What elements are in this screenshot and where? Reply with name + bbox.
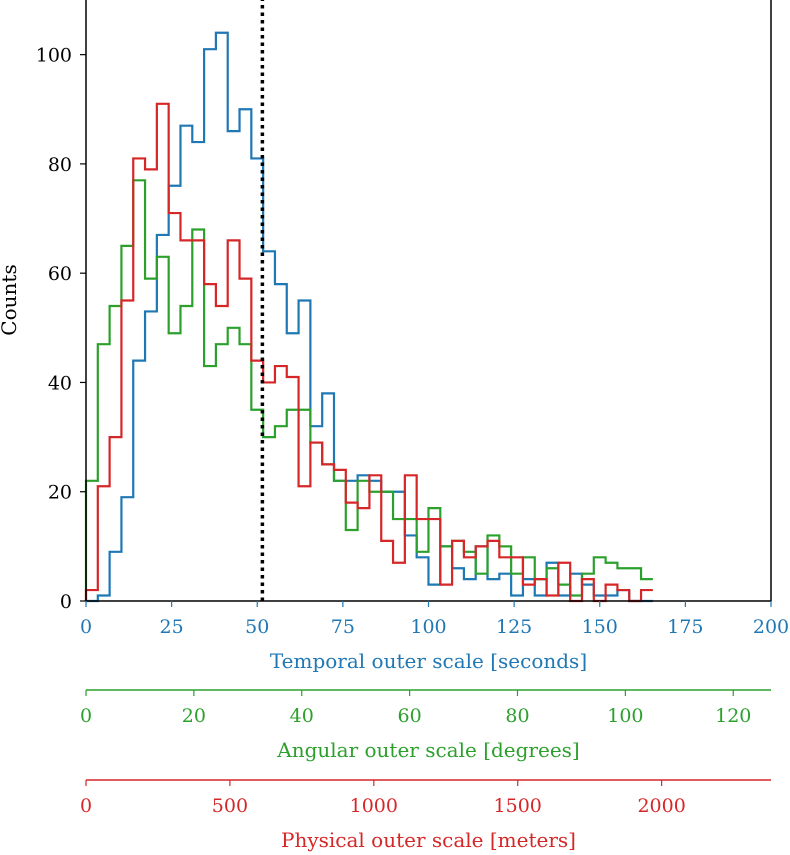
y-axis: 0 20 40 60 80 100 [36, 45, 86, 613]
y-tick-label: 60 [48, 263, 72, 285]
y-tick-label: 20 [48, 482, 72, 504]
axis-temporal-label: Temporal outer scale [seconds] [270, 649, 587, 673]
axis-angular-tick-label: 60 [398, 705, 422, 727]
axis-angular-tick-label: 0 [80, 705, 92, 727]
axis-angular-tick-label: 100 [607, 705, 643, 727]
y-tick-label: 80 [48, 154, 72, 176]
axis-angular-label: Angular outer scale [degrees] [276, 738, 579, 762]
series-physical-histogram [84, 102, 653, 603]
axis-physical-tick-label: 1500 [494, 795, 542, 817]
axis-physical-tick-label: 500 [212, 795, 248, 817]
series-temporal-histogram [86, 31, 653, 603]
axis-temporal-tick-label: 0 [80, 616, 92, 638]
y-tick-label: 0 [60, 591, 72, 613]
axis-angular-tick-label: 120 [715, 705, 751, 727]
axis-angular-tick-label: 20 [182, 705, 206, 727]
series-angular-histogram [84, 179, 653, 601]
axis-temporal-tick-label: 150 [582, 616, 618, 638]
axis-angular-tick-label: 40 [290, 705, 314, 727]
axis-physical-label: Physical outer scale [meters] [281, 828, 576, 852]
axis-physical-tick-label: 1000 [350, 795, 398, 817]
axis-temporal-tick-label: 100 [410, 616, 446, 638]
y-tick-label: 40 [48, 372, 72, 394]
axis-physical-tick-label: 2000 [637, 795, 685, 817]
axis-temporal-tick-label: 175 [667, 616, 703, 638]
axis-temporal-tick-label: 200 [753, 616, 789, 638]
axis-temporal-tick-label: 50 [245, 616, 269, 638]
axis-physical-tick-label: 0 [80, 795, 92, 817]
axis-temporal-tick-label: 25 [160, 616, 184, 638]
axis-temporal-tick-label: 125 [496, 616, 532, 638]
histogram-series-group [84, 31, 653, 603]
y-tick-label: 100 [36, 45, 72, 67]
axis-angular-tick-label: 80 [505, 705, 529, 727]
axis-temporal-tick-label: 75 [331, 616, 355, 638]
y-axis-label: Counts [0, 264, 21, 335]
